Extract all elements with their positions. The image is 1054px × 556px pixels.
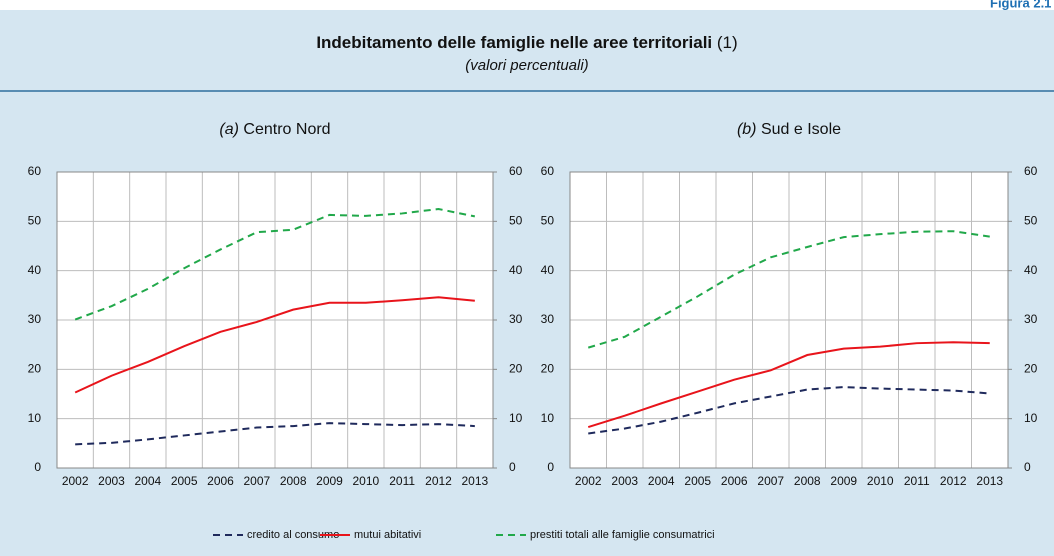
plot-border [569,171,1009,469]
y2-tick-label: 50 [509,214,523,228]
y-tick-label: 20 [541,362,555,376]
y2-tick-label: 0 [509,460,516,474]
y-tick-label: 50 [541,214,555,228]
y2-tick-label: 20 [509,362,523,376]
x-tick-label: 2012 [940,474,967,488]
figure-subtitle: (valori percentuali) [465,57,588,74]
x-tick-label: 2008 [794,474,821,488]
x-tick-label: 2009 [316,474,343,488]
x-tick-label: 2010 [352,474,379,488]
x-tick-label: 2003 [98,474,125,488]
y-tick-label: 10 [28,411,42,425]
note-ref: (1) [717,33,738,52]
x-tick-label: 2013 [461,474,488,488]
y-tick-label: 40 [541,263,555,277]
x-tick-label: 2004 [648,474,675,488]
y-tick-label: 20 [28,362,42,376]
plot-border [56,171,494,469]
y-tick-label: 50 [28,214,42,228]
x-tick-label: 2013 [976,474,1003,488]
legend-label: prestiti totali alle famiglie consumatri… [530,529,715,541]
figure-label: Figura 2.1 [990,0,1051,10]
series-line [587,230,990,349]
series-line [588,386,990,435]
y2-tick-label: 60 [1024,164,1038,178]
x-tick-label: 2005 [171,474,198,488]
y-tick-label: 10 [541,411,555,425]
panel-name: Centro Nord [243,121,330,138]
x-tick-label: 2005 [684,474,711,488]
y-tick-label: 60 [28,164,42,178]
x-tick-label: 2007 [757,474,784,488]
x-tick-label: 2003 [611,474,638,488]
y2-tick-label: 60 [509,164,523,178]
y-tick-label: 40 [28,263,42,277]
series-line [75,422,475,446]
x-tick-label: 2011 [389,474,415,488]
y2-tick-label: 50 [1024,214,1038,228]
y2-tick-label: 20 [1024,362,1038,376]
y2-tick-label: 0 [1024,460,1031,474]
y2-tick-label: 30 [509,312,523,326]
title-text: Indebitamento delle famiglie nelle aree … [316,33,712,52]
y-tick-label: 30 [541,312,555,326]
legend-label: credito al consumo [247,529,339,541]
x-tick-label: 2010 [867,474,894,488]
series-line [74,296,475,394]
series-line [74,207,476,321]
x-tick-label: 2004 [134,474,161,488]
panel-name: Sud e Isole [761,121,841,138]
panel-title: (b) Sud e Isole [737,121,841,138]
figure-title: Indebitamento delle famiglie nelle aree … [316,33,737,52]
panel-label: (a) [219,121,239,138]
x-tick-label: 2008 [280,474,307,488]
y-tick-label: 30 [28,312,42,326]
x-tick-label: 2002 [575,474,602,488]
y2-tick-label: 40 [509,263,523,277]
top-band [0,0,1054,10]
x-tick-label: 2002 [62,474,89,488]
series-line [587,341,990,429]
x-tick-label: 2006 [207,474,234,488]
y2-tick-label: 10 [1024,411,1038,425]
x-tick-label: 2012 [425,474,452,488]
x-tick-label: 2011 [904,474,930,488]
y2-tick-label: 40 [1024,263,1038,277]
x-tick-label: 2006 [721,474,748,488]
y-tick-label: 0 [547,460,554,474]
y2-tick-label: 10 [509,411,523,425]
panel-label: (b) [737,121,757,138]
y2-tick-label: 30 [1024,312,1038,326]
panel-title: (a) Centro Nord [219,121,330,138]
legend-label: mutui abitativi [354,529,421,541]
y-tick-label: 0 [34,460,41,474]
y-tick-label: 60 [541,164,555,178]
x-tick-label: 2007 [243,474,270,488]
x-tick-label: 2009 [830,474,857,488]
